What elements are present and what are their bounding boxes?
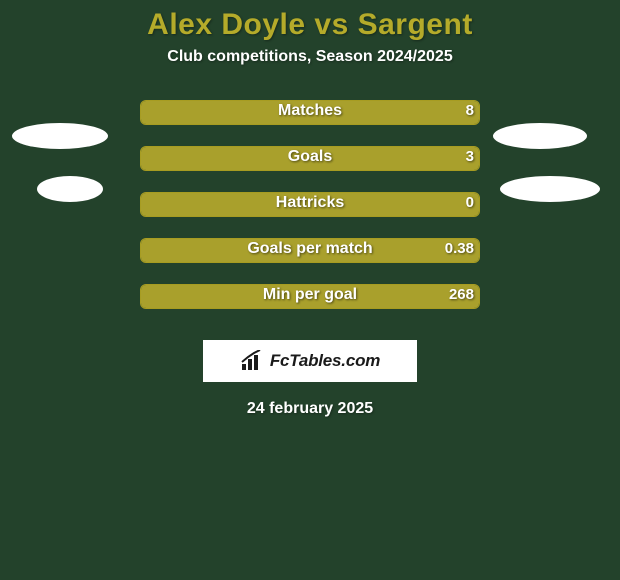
stat-value: 3	[466, 148, 474, 165]
date-text: 24 february 2025	[0, 400, 620, 418]
stat-label: Hattricks	[276, 194, 344, 212]
decor-ellipse	[493, 123, 587, 149]
brand-text: FcTables.com	[270, 351, 380, 371]
stat-value: 0.38	[445, 240, 474, 257]
stat-value: 8	[466, 102, 474, 119]
decor-ellipse	[500, 176, 600, 202]
brand-box: FcTables.com	[203, 340, 417, 382]
decor-ellipse	[12, 123, 108, 149]
page-title: Alex Doyle vs Sargent	[0, 0, 620, 48]
page-root: Alex Doyle vs Sargent Club competitions,…	[0, 0, 620, 580]
stat-value: 268	[449, 286, 474, 303]
stat-value: 0	[466, 194, 474, 211]
brand-chart-icon	[240, 350, 264, 372]
stat-row: Min per goal 268	[0, 284, 620, 330]
stat-label: Min per goal	[263, 286, 357, 304]
stat-label: Goals	[288, 148, 332, 166]
stat-label: Matches	[278, 102, 342, 120]
stat-label: Goals per match	[247, 240, 372, 258]
page-subtitle: Club competitions, Season 2024/2025	[0, 48, 620, 66]
stat-row: Goals per match 0.38	[0, 238, 620, 284]
decor-ellipse	[37, 176, 103, 202]
